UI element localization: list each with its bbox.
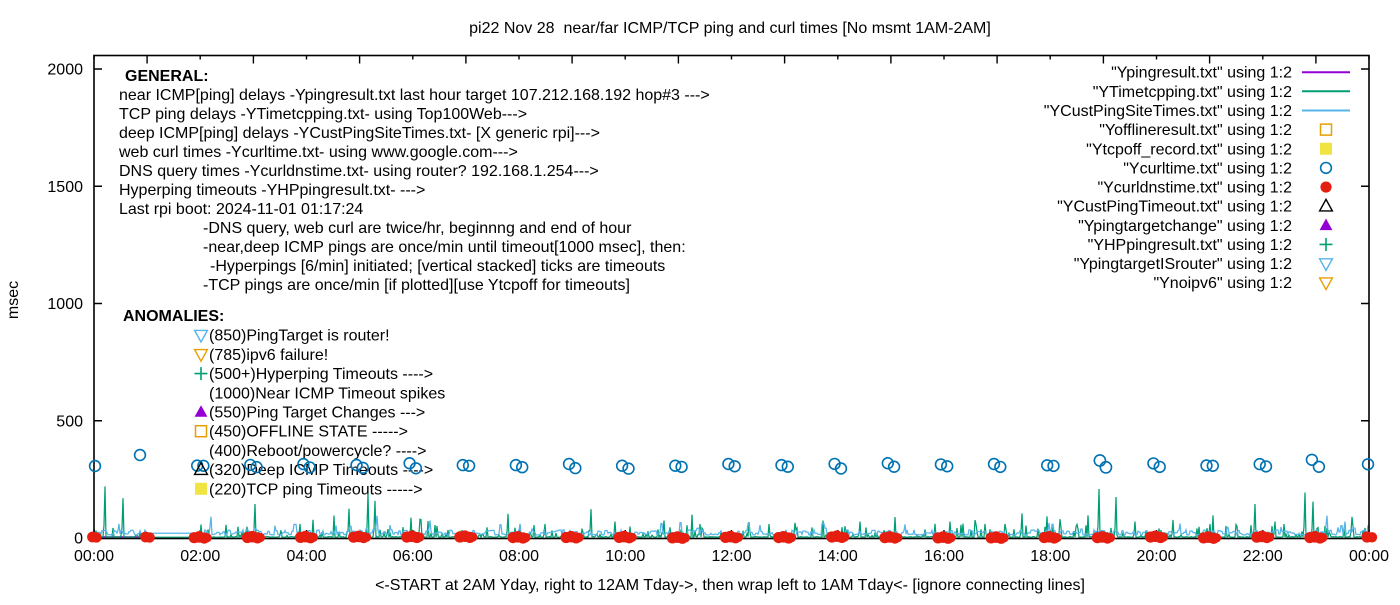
svg-text:"Ypingresult.txt" using 1:2: "Ypingresult.txt" using 1:2 <box>1111 65 1292 82</box>
svg-text:"YHPpingresult.txt" using 1:2: "YHPpingresult.txt" using 1:2 <box>1088 237 1292 254</box>
svg-text:0: 0 <box>74 531 83 548</box>
svg-text:-Hyperpings [6/min] initiated;: -Hyperpings [6/min] initiated; [vertical… <box>210 258 665 275</box>
svg-text:1500: 1500 <box>47 179 83 196</box>
svg-text:(220)TCP ping Timeouts ----->: (220)TCP ping Timeouts -----> <box>209 481 423 498</box>
svg-text:06:00: 06:00 <box>393 548 433 565</box>
svg-text:deep ICMP[ping] delays -YCustP: deep ICMP[ping] delays -YCustPingSiteTim… <box>119 125 600 142</box>
svg-text:TCP ping delays -YTimetcpping.: TCP ping delays -YTimetcpping.txt- using… <box>119 106 527 123</box>
svg-text:-DNS query, web curl are twice: -DNS query, web curl are twice/hr, begin… <box>203 220 632 237</box>
svg-text:"YTimetcpping.txt" using 1:2: "YTimetcpping.txt" using 1:2 <box>1093 84 1292 101</box>
svg-text:(320)Deep ICMP Timeouts ---->: (320)Deep ICMP Timeouts ----> <box>209 462 433 479</box>
svg-text:DNS query times -Ycurldnstime.: DNS query times -Ycurldnstime.txt- using… <box>119 163 599 180</box>
svg-text:"YCustPingTimeout.txt" using 1: "YCustPingTimeout.txt" using 1:2 <box>1057 199 1292 216</box>
svg-text:2000: 2000 <box>47 62 83 79</box>
svg-text:(400)Reboot/powercycle? ---->: (400)Reboot/powercycle? ----> <box>209 443 426 460</box>
svg-text:"Yofflineresult.txt" using 1:2: "Yofflineresult.txt" using 1:2 <box>1099 122 1292 139</box>
svg-text:GENERAL:: GENERAL: <box>125 68 209 85</box>
svg-text:16:00: 16:00 <box>924 548 964 565</box>
svg-text:00:00: 00:00 <box>1349 548 1389 565</box>
svg-text:"Ynoipv6" using 1:2: "Ynoipv6" using 1:2 <box>1153 275 1292 292</box>
svg-text:msec: msec <box>5 281 22 319</box>
svg-text:"Ytcpoff_record.txt" using 1:2: "Ytcpoff_record.txt" using 1:2 <box>1086 141 1292 158</box>
svg-text:-near,deep ICMP pings are once: -near,deep ICMP pings are once/min until… <box>203 239 686 256</box>
svg-text:(785)ipv6 failure!: (785)ipv6 failure! <box>209 347 328 364</box>
svg-text:20:00: 20:00 <box>1136 548 1176 565</box>
svg-text:(1000)Near ICMP Timeout spikes: (1000)Near ICMP Timeout spikes <box>209 385 445 402</box>
svg-text:Hyperping timeouts -YHPpingres: Hyperping timeouts -YHPpingresult.txt- -… <box>119 182 425 199</box>
svg-text:web curl times -Ycurltime.txt-: web curl times -Ycurltime.txt- using www… <box>118 144 518 161</box>
svg-text:1000: 1000 <box>47 296 83 313</box>
svg-text:18:00: 18:00 <box>1030 548 1070 565</box>
svg-text:10:00: 10:00 <box>605 548 645 565</box>
svg-text:"Ycurltime.txt" using 1:2: "Ycurltime.txt" using 1:2 <box>1123 160 1292 177</box>
svg-text:02:00: 02:00 <box>180 548 220 565</box>
svg-text:500: 500 <box>56 413 83 430</box>
svg-text:14:00: 14:00 <box>818 548 858 565</box>
svg-text:(450)OFFLINE STATE ----->: (450)OFFLINE STATE -----> <box>209 424 408 441</box>
svg-text:"Ycurldnstime.txt" using 1:2: "Ycurldnstime.txt" using 1:2 <box>1097 180 1292 197</box>
svg-text:ANOMALIES:: ANOMALIES: <box>123 308 224 325</box>
svg-text:(550)Ping Target Changes --->: (550)Ping Target Changes ---> <box>209 405 425 422</box>
svg-text:-TCP pings are once/min [if pl: -TCP pings are once/min [if plotted][use… <box>203 277 630 294</box>
svg-text:pi22 Nov 28 near/far ICMP/TCP: pi22 Nov 28 near/far ICMP/TCP ping and c… <box>469 20 991 37</box>
svg-text:08:00: 08:00 <box>499 548 539 565</box>
svg-text:Last rpi boot: 2024-11-01 01:1: Last rpi boot: 2024-11-01 01:17:24 <box>119 201 363 218</box>
svg-text:04:00: 04:00 <box>286 548 326 565</box>
svg-text:12:00: 12:00 <box>711 548 751 565</box>
svg-text:"Ypingtargetchange" using 1:2: "Ypingtargetchange" using 1:2 <box>1078 218 1292 235</box>
svg-text:(850)PingTarget is router!: (850)PingTarget is router! <box>209 328 390 345</box>
svg-text:22:00: 22:00 <box>1243 548 1283 565</box>
svg-text:"YpingtargetISrouter" using 1:: "YpingtargetISrouter" using 1:2 <box>1074 256 1292 273</box>
svg-text:"YCustPingSiteTimes.txt" using: "YCustPingSiteTimes.txt" using 1:2 <box>1044 103 1292 120</box>
svg-text:(500+)Hyperping Timeouts ---->: (500+)Hyperping Timeouts ----> <box>209 366 433 383</box>
svg-text:near ICMP[ping] delays -Ypingr: near ICMP[ping] delays -Ypingresult.txt … <box>119 87 710 104</box>
svg-text:<-START at 2AM Yday, right to: <-START at 2AM Yday, right to 12AM Tday-… <box>375 577 1085 594</box>
svg-text:00:00: 00:00 <box>74 548 114 565</box>
